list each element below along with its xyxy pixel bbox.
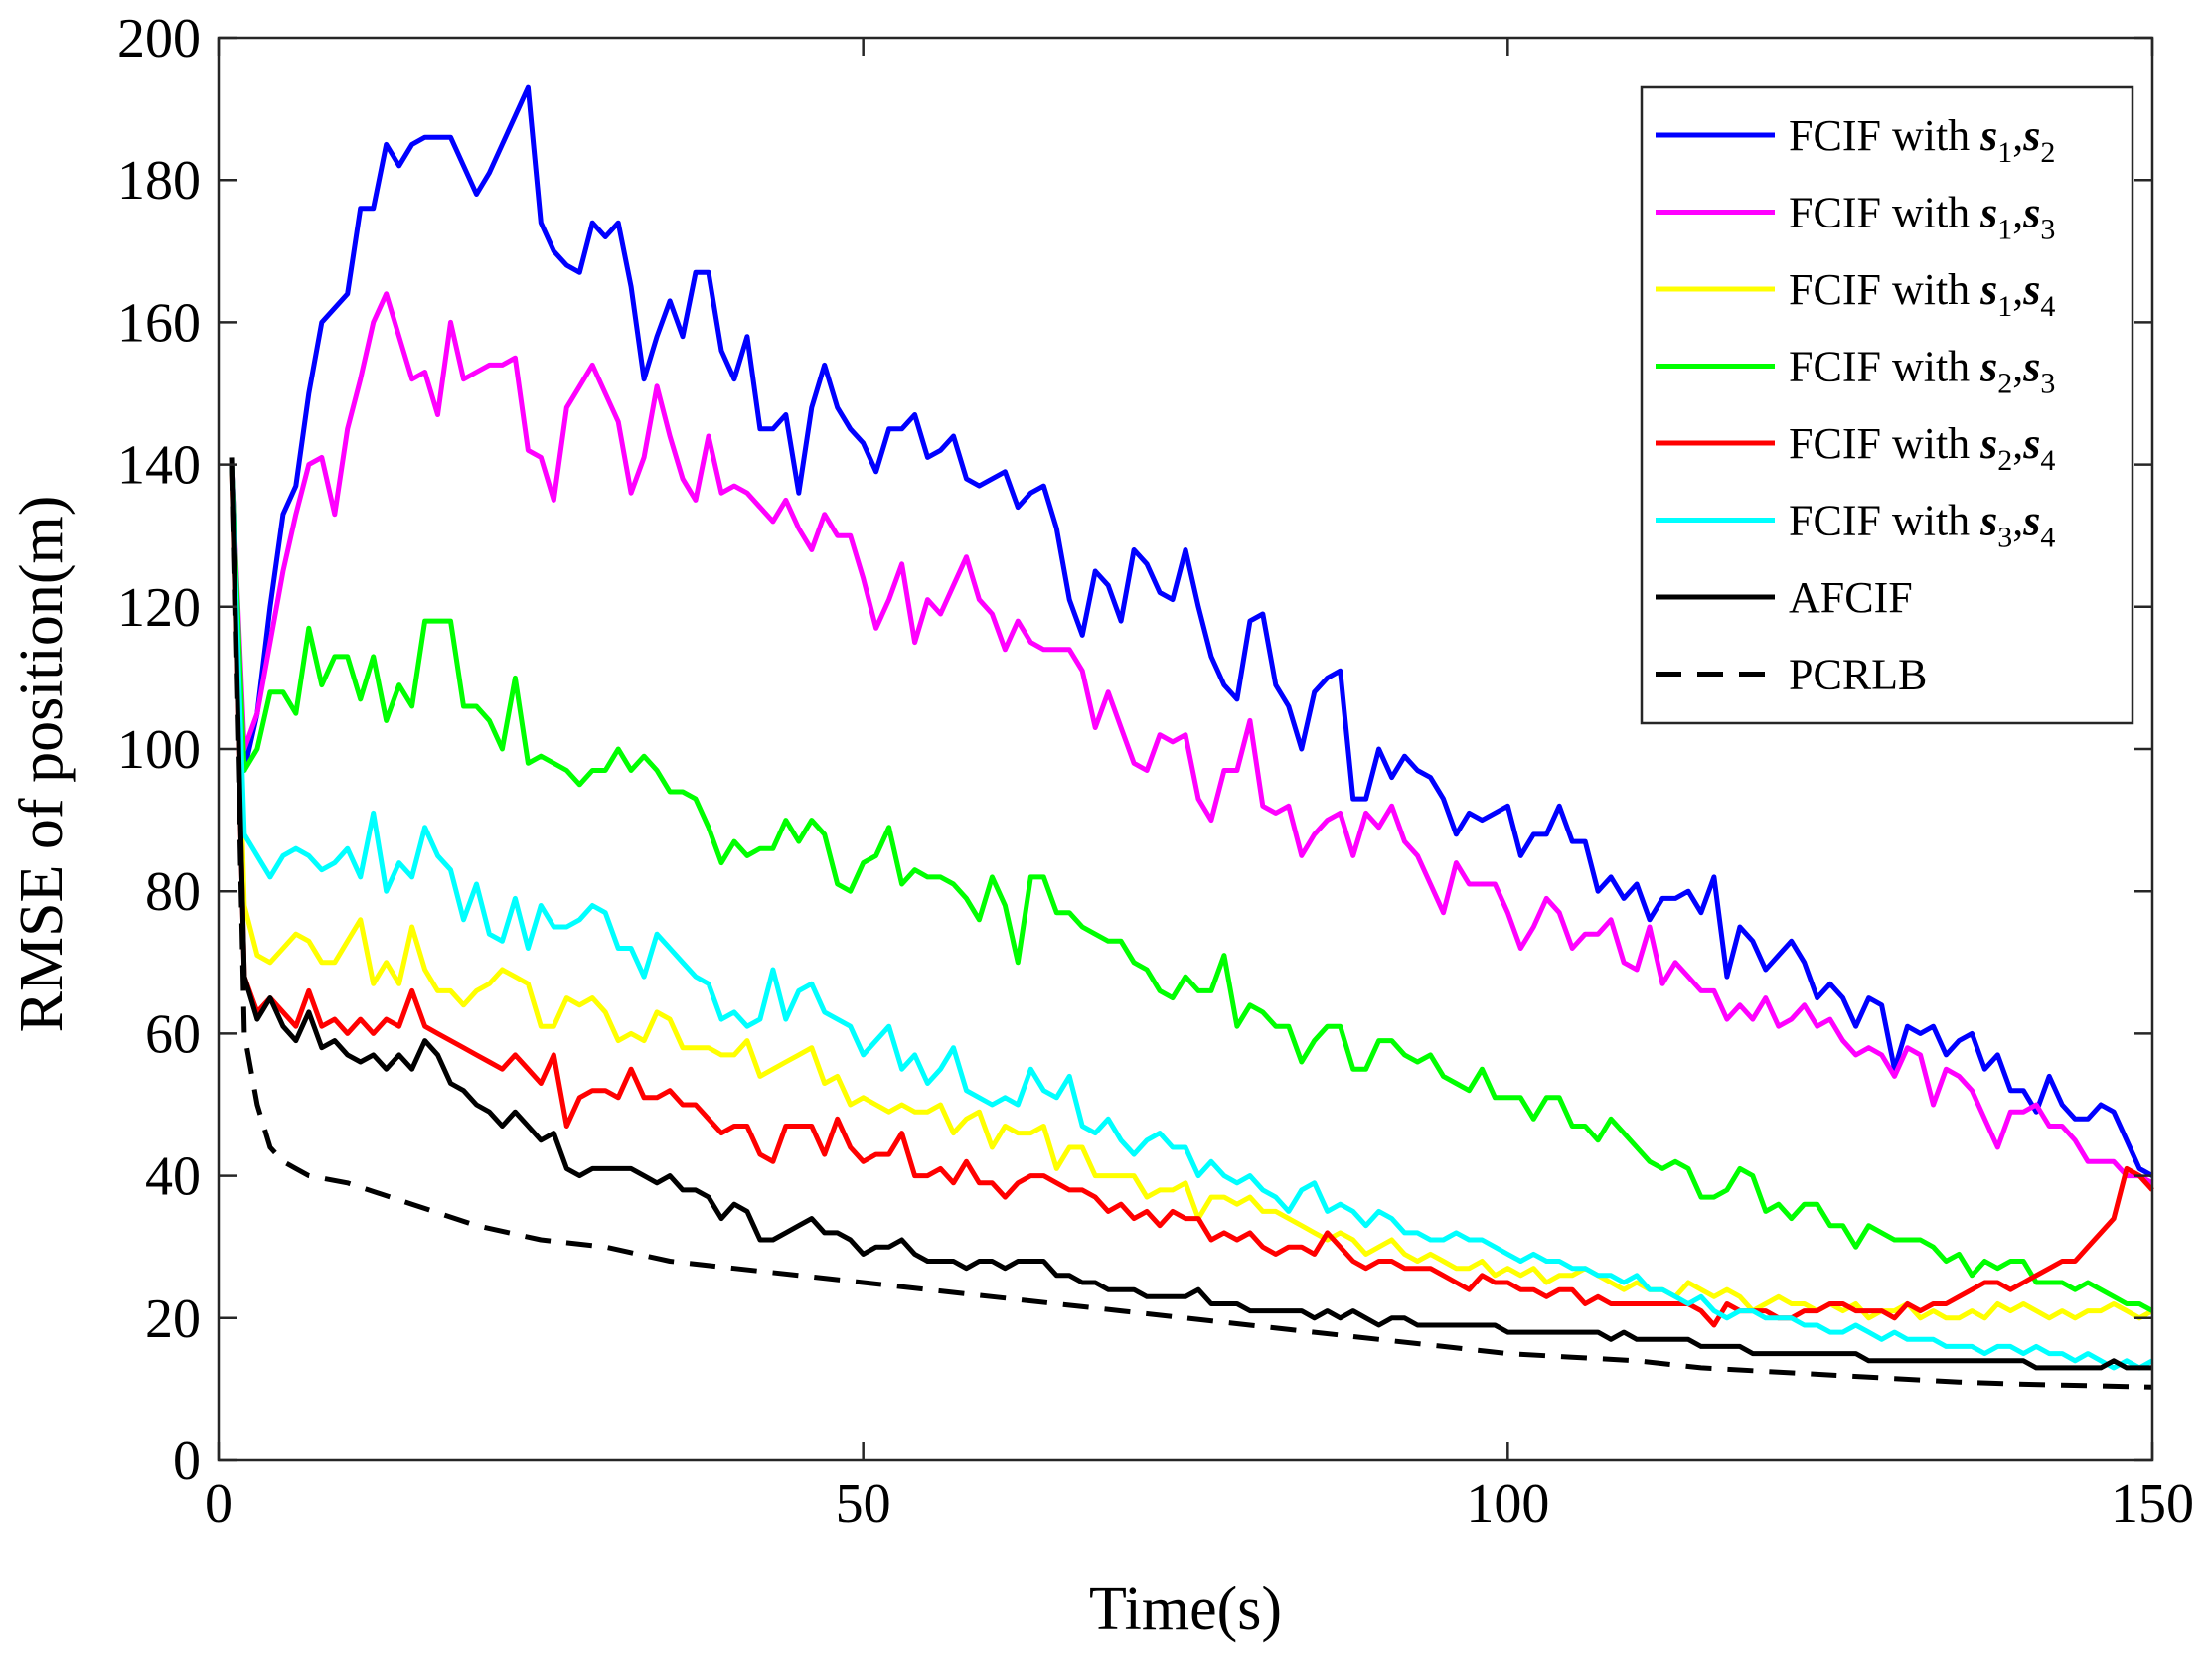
- y-tick-label: 120: [117, 577, 201, 639]
- y-tick-label: 100: [117, 719, 201, 781]
- legend-entry-7: AFCIF: [1789, 573, 1913, 622]
- legend-entry-2: FCIF with s1,s3: [1789, 189, 2055, 246]
- series-line-5: [229, 464, 2154, 1328]
- series-line-2: [229, 291, 2154, 1185]
- legend-entry-3: FCIF with s1,s4: [1789, 265, 2055, 323]
- legend: FCIF with s1,s2 FCIF with s1,s3 FCIF with …: [1640, 85, 2134, 725]
- x-axis-label: Time(s): [1089, 1576, 1282, 1643]
- series-line-8: [229, 464, 2153, 1390]
- y-tick-label: 180: [117, 150, 201, 212]
- y-tick-label: 0: [173, 1431, 201, 1492]
- legend-entry-6: FCIF with s3,s4: [1789, 497, 2055, 554]
- series-line-6: [229, 464, 2154, 1371]
- y-tick-label: 40: [145, 1146, 201, 1208]
- series-layer: [229, 84, 2154, 1390]
- legend-entry-1: FCIF with s1,s2: [1789, 111, 2055, 169]
- y-tick-label: 60: [145, 1003, 201, 1065]
- series-line-4: [229, 464, 2154, 1313]
- x-tick-label: 150: [2111, 1473, 2194, 1535]
- y-tick-label: 20: [145, 1288, 201, 1350]
- series-line-1: [229, 84, 2154, 1178]
- legend-entry-4: FCIF with s2,s3: [1789, 343, 2055, 400]
- legend-entry-5: FCIF with s2,s4: [1789, 419, 2055, 477]
- legend-box: [1640, 85, 2134, 725]
- x-tick-label: 100: [1466, 1473, 1549, 1535]
- x-tick-label: 0: [205, 1473, 233, 1535]
- y-tick-label: 80: [145, 861, 201, 923]
- y-axis-label: RMSE of position(m): [8, 496, 76, 1033]
- series-line-7: [229, 457, 2152, 1371]
- y-tick-label: 140: [117, 435, 201, 497]
- y-tick-label: 200: [117, 8, 201, 70]
- legend-entry-8: PCRLB: [1789, 651, 1927, 699]
- y-tick-label: 160: [117, 292, 201, 354]
- axes-layer: 0 50 100 150 0 20 40 60 80 100 120 140 160 180 200: [117, 8, 2194, 1535]
- x-tick-label: 50: [836, 1473, 891, 1535]
